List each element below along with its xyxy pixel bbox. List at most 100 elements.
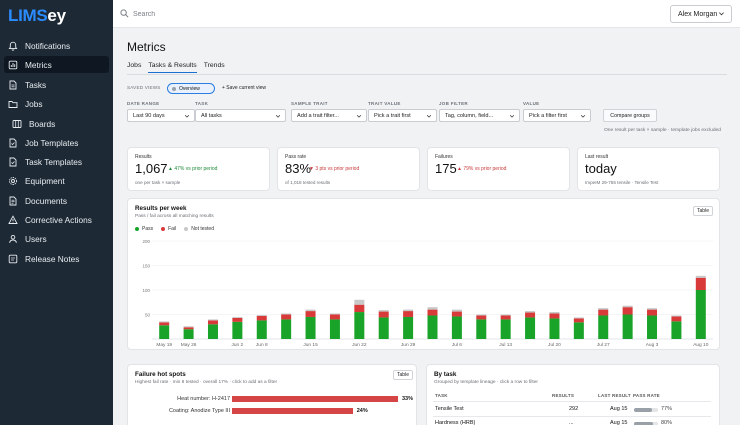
tab-jobs[interactable]: Jobs	[127, 62, 142, 69]
bar-fail	[207, 320, 218, 325]
sidebar-item-corrective-actions[interactable]: Corrective Actions	[4, 211, 109, 228]
tab-tasks-results[interactable]: Tasks & Results	[148, 62, 197, 73]
job-filter-select[interactable]: Tag, column, field...	[439, 109, 520, 122]
table-toggle-button[interactable]: Table	[393, 370, 413, 380]
sidebar-item-label: Jobs	[25, 98, 43, 109]
saved-view-overview[interactable]: Overview	[167, 83, 215, 94]
task-name: Tensile Test	[435, 406, 464, 412]
kpi-delta: ▲ 47% vs prior period	[168, 166, 218, 172]
task-name: Hardness (HRB)	[435, 420, 476, 425]
x-tick-label: Jun 29	[401, 342, 416, 348]
sidebar-item-users[interactable]: Users	[4, 230, 109, 247]
bar-not-tested	[329, 313, 340, 315]
sidebar-item-job-templates[interactable]: Job Templates	[4, 134, 109, 151]
pass-rate-fill	[634, 422, 654, 425]
legend-item-pass[interactable]: Pass	[135, 226, 153, 232]
hotspot-label: Coating: Anodize Type III	[168, 408, 230, 414]
gear-icon	[8, 176, 18, 186]
panel-title: Failure hot spots	[135, 371, 186, 378]
sidebar-item-boards[interactable]: Boards	[4, 115, 109, 132]
legend-label: Fail	[168, 226, 177, 232]
bar-fail	[695, 277, 706, 290]
filter-label-trait-value: TRAIT VALUE	[368, 101, 401, 106]
bar-pass	[329, 319, 340, 339]
column-header-pass-rate[interactable]: PASS RATE	[633, 393, 660, 398]
trait-value-value: Pick a trait first	[374, 112, 411, 119]
trait-value-select[interactable]: Pick a trait first	[368, 109, 437, 122]
sidebar-item-label: Boards	[29, 118, 56, 129]
bar-fail	[525, 312, 536, 318]
pass-rate-track	[634, 408, 658, 412]
hotspot-label: Heat number: H-2417	[177, 396, 230, 402]
bar-not-tested	[500, 314, 511, 316]
bar-fail	[305, 311, 316, 317]
sample-trait-select[interactable]: Add a trait filter...	[291, 109, 367, 122]
bar-fail	[403, 311, 414, 317]
kpi-sub: ImpeIM 29-755 tensile · Tensile Test	[585, 180, 659, 185]
bar-pass	[598, 315, 609, 339]
bar-fail	[378, 311, 389, 318]
sidebar-item-notifications[interactable]: Notifications	[4, 37, 109, 54]
hotspot-row[interactable]: Coating: Anodize Type III 24%	[128, 407, 416, 416]
kpi-card-failures: Failures 175 ▲ 79% vs prior period	[427, 147, 570, 191]
task-select[interactable]: All tasks	[195, 109, 286, 122]
table-toggle-button[interactable]: Table	[693, 206, 713, 216]
bar-not-tested	[647, 308, 658, 310]
legend-item-fail[interactable]: Fail	[161, 226, 176, 232]
column-header-task[interactable]: TASK	[435, 393, 448, 398]
results-chart: 50 100 150 200 May 19 May 26 Jun 2 Jun 8 Jun 15 J…	[142, 239, 713, 348]
bar-not-tested	[207, 319, 218, 321]
x-tick-label: Jul 6	[452, 342, 462, 348]
chevron-down-icon	[356, 114, 362, 118]
sidebar-item-task-templates[interactable]: Task Templates	[4, 153, 109, 170]
tab-trends[interactable]: Trends	[203, 62, 225, 69]
bar-pass	[622, 314, 633, 339]
saved-views-label: SAVED VIEWS	[127, 85, 161, 90]
bar-pass	[378, 317, 389, 339]
sidebar-item-release-notes[interactable]: Release Notes	[4, 250, 109, 267]
x-tick-label: Jul 20	[548, 342, 561, 348]
kpi-label: Results	[135, 154, 152, 160]
results-count: ...	[569, 420, 574, 425]
bar-not-tested	[622, 305, 633, 308]
hotspot-row[interactable]: Heat number: H-2417 33%	[128, 395, 416, 404]
search-input[interactable]	[133, 7, 333, 21]
bar-not-tested	[159, 321, 170, 323]
save-current-view-button[interactable]: + Save current view	[222, 85, 267, 91]
sidebar-item-jobs[interactable]: Jobs	[4, 95, 109, 112]
kpi-label: Last result	[585, 154, 609, 160]
bar-pass	[207, 324, 218, 339]
bar-fail	[232, 317, 243, 322]
legend-swatch	[161, 227, 166, 231]
bar-pass	[427, 315, 438, 339]
column-header-results[interactable]: RESULTS	[552, 393, 575, 398]
bar-fail	[183, 327, 194, 330]
app-logo[interactable]: LIMSey	[8, 6, 66, 26]
bar-not-tested	[525, 311, 536, 313]
compare-groups-button[interactable]: Compare groups	[603, 109, 657, 122]
value-select[interactable]: Pick a filter first	[523, 109, 591, 122]
panel-subtitle: Grouped by template lineage · click a ro…	[434, 380, 538, 385]
tabs-divider	[127, 74, 727, 75]
pass-rate-track	[634, 422, 658, 425]
legend-item-not-tested[interactable]: Not tested	[184, 226, 214, 232]
sidebar-item-equipment[interactable]: Equipment	[4, 172, 109, 189]
bar-not-tested	[598, 308, 609, 310]
user-name: Alex Morgan	[678, 10, 718, 18]
sidebar-item-tasks[interactable]: Tasks	[4, 76, 109, 93]
legend-swatch	[184, 227, 189, 231]
table-divider	[433, 416, 711, 417]
panel-subtitle: Highest fail rate · min 8 tested · overa…	[135, 380, 278, 385]
column-header-last-result[interactable]: LAST RESULT	[598, 393, 631, 398]
date-range-select[interactable]: Last 90 days	[127, 109, 195, 122]
bar-pass	[403, 316, 414, 339]
sidebar-item-label: Equipment	[25, 175, 65, 186]
tab-bar: Jobs Tasks & Results Trends	[127, 62, 225, 73]
bar-fail	[159, 322, 170, 326]
user-menu-button[interactable]: Alex Morgan	[670, 5, 732, 23]
view-dot-icon	[172, 87, 176, 91]
bar-pass	[525, 317, 536, 339]
bar-fail	[451, 311, 462, 317]
sidebar-item-metrics[interactable]: Metrics	[4, 56, 109, 73]
sidebar-item-documents[interactable]: Documents	[4, 192, 109, 209]
